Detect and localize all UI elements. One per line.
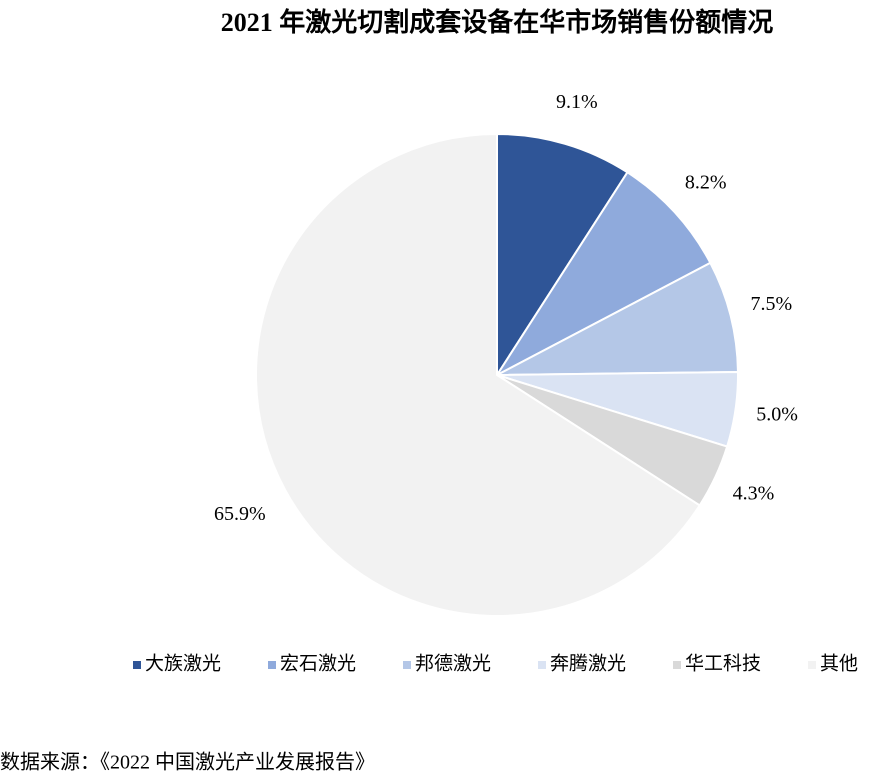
data-label: 65.9% bbox=[214, 503, 266, 525]
data-label: 8.2% bbox=[685, 171, 727, 193]
chart-title: 2021 年激光切割成套设备在华市场销售份额情况 bbox=[221, 7, 774, 37]
pie-slice bbox=[496, 132, 629, 379]
pie-slice bbox=[494, 170, 712, 378]
legend-label: 华工科技 bbox=[685, 652, 761, 674]
legend-marker bbox=[673, 661, 681, 669]
data-label: 4.3% bbox=[733, 482, 775, 504]
legend-label: 其他 bbox=[820, 652, 858, 674]
legend-marker bbox=[808, 661, 816, 669]
legend-marker bbox=[268, 661, 276, 669]
legend-marker bbox=[133, 661, 141, 669]
legend-label: 邦德激光 bbox=[415, 652, 491, 674]
data-label: 5.0% bbox=[756, 403, 798, 425]
legend-label: 奔腾激光 bbox=[550, 652, 626, 674]
legend-label: 宏石激光 bbox=[280, 652, 356, 674]
data-label: 7.5% bbox=[750, 293, 792, 315]
source-note: 数据来源：《2022 中国激光产业发展报告》 bbox=[0, 751, 375, 774]
data-label: 9.1% bbox=[556, 91, 598, 113]
legend-marker bbox=[403, 661, 411, 669]
legend-label: 大族激光 bbox=[145, 652, 221, 674]
pie-slice bbox=[496, 261, 739, 376]
pie-slice bbox=[255, 132, 702, 617]
legend-marker bbox=[538, 661, 546, 669]
